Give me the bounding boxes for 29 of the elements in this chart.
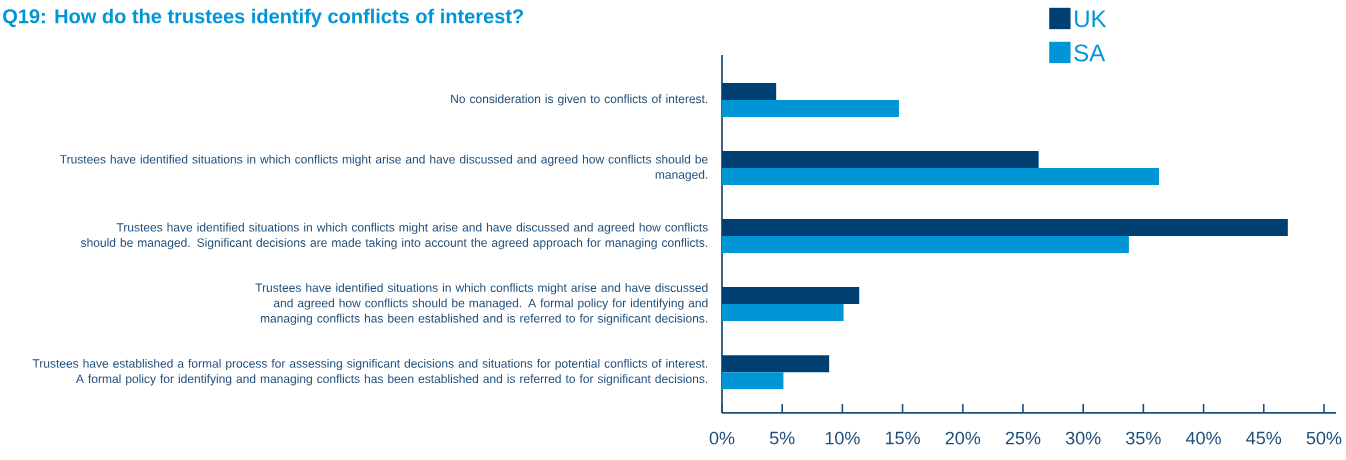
y-tick-label: Trustees have established a formal process for assessing significant decisions and situations for potential conflicts of interest. A formal policy for identifying and managing conflicts has been established and is referred to for significant decisions. (32, 358, 708, 386)
bar (722, 355, 830, 373)
y-tick-label: Trustees have identified situations in which conflicts might arise and have discussed and agreed how conflicts should be managed. (60, 154, 708, 182)
x-tick-label: 45% (1246, 431, 1282, 445)
y-tick-label: No consideration is given to conflicts of interest. (451, 94, 708, 106)
bar (722, 304, 844, 322)
x-tick-label: 5% (769, 431, 795, 445)
bar (722, 150, 1039, 168)
bar (722, 236, 1129, 254)
x-tick-label: 50% (1306, 431, 1342, 445)
x-tick-label: 0% (709, 431, 735, 445)
bar (722, 372, 784, 390)
x-tick-label: 10% (825, 431, 860, 445)
x-tick-label: 25% (1005, 431, 1041, 445)
bar (722, 287, 860, 305)
legend-label: SA (1074, 44, 1106, 62)
bar (722, 167, 1160, 185)
bar (722, 99, 899, 117)
y-tick-label: Trustees have identified situations in which conflicts might arise and have discussed and agreed how conflicts should be managed. A formal policy for identifying and managing conflicts has been established and is referred to for significant decisions. (255, 283, 708, 326)
y-tick-label: Trustees have identified situations in which conflicts might arise and have discussed and agreed how conflicts should be managed. Significant decisions are made taking into account the agreed approach for managing conflicts. (80, 222, 708, 250)
legend-label: UK (1075, 10, 1107, 28)
bar (722, 82, 777, 100)
x-tick-label: 40% (1185, 431, 1221, 445)
x-tick-label: 15% (885, 431, 920, 445)
x-tick-label: 20% (945, 431, 981, 445)
x-tick-label: 35% (1126, 431, 1161, 445)
x-tick-label: 30% (1065, 431, 1101, 445)
text: Q19: How do the trustees identify conflicts of interest? (3, 8, 524, 28)
bar (722, 219, 1288, 237)
